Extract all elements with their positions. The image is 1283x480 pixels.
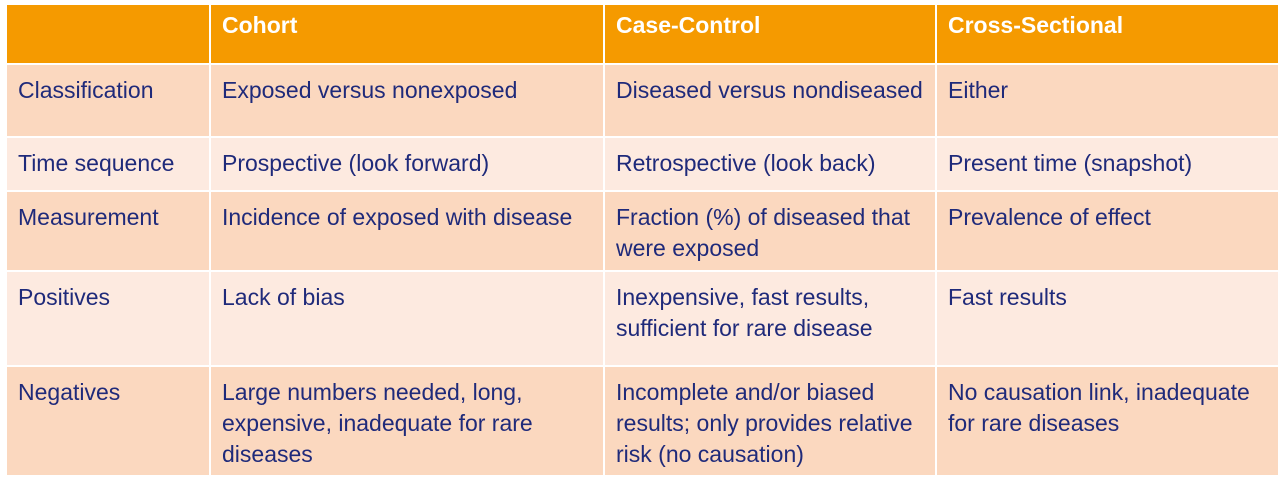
column-header: Cross-Sectional [937,5,1278,63]
comparison-table: Cohort Case-Control Cross-Sectional Classif… [7,5,1278,475]
table-cell: Fraction (%) of diseased that were expos… [605,192,935,270]
table-cell: Inexpensive, fast results, sufficient fo… [605,272,935,365]
table-cell: No causation link, inadequate for rare d… [937,367,1278,475]
row-header: Measurement [7,192,209,270]
row-header: Classification [7,65,209,136]
table-cell: Present time (snapshot) [937,138,1278,190]
table-cell: Incomplete and/or biased results; only p… [605,367,935,475]
row-header: Negatives [7,367,209,475]
header-corner [7,5,209,63]
table-cell: Fast results [937,272,1278,365]
table-cell: Lack of bias [211,272,603,365]
table-cell: Exposed versus nonexposed [211,65,603,136]
column-header: Case-Control [605,5,935,63]
table-cell: Diseased versus nondiseased [605,65,935,136]
table-cell: Retrospective (look back) [605,138,935,190]
table-cell: Prevalence of effect [937,192,1278,270]
row-header: Positives [7,272,209,365]
row-header: Time sequence [7,138,209,190]
table-cell: Incidence of exposed with disease [211,192,603,270]
table-cell: Either [937,65,1278,136]
column-header: Cohort [211,5,603,63]
table-cell: Large numbers needed, long, expensive, i… [211,367,603,475]
table-cell: Prospective (look forward) [211,138,603,190]
